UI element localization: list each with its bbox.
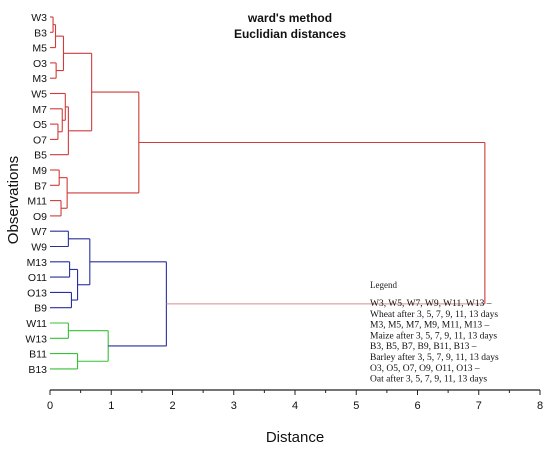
chart-subtitle: Euclidian distances	[234, 27, 346, 41]
legend-line: B3, B5, B7, B9, B11, B13 –	[370, 342, 477, 352]
legend-line: O3, O5, O7, O9, O11, O13 –	[370, 364, 480, 374]
legend-title: Legend	[370, 280, 397, 290]
x-tick-label-3: 3	[231, 400, 237, 412]
leaf-label-o13: O13	[27, 287, 47, 299]
leaf-label-o9: O9	[33, 211, 47, 223]
leaf-label-w5: W5	[31, 89, 47, 101]
chart-title: ward's method	[247, 11, 332, 25]
leaf-label-w13: W13	[25, 333, 47, 345]
x-tick-label-2: 2	[169, 400, 175, 412]
legend-line: W3, W5, W7, W9, W11, W13 –	[370, 299, 492, 309]
leaf-label-b9: B9	[34, 303, 47, 315]
leaf-label-o5: O5	[33, 119, 47, 131]
leaf-label-w9: W9	[31, 242, 47, 254]
leaf-label-m7: M7	[32, 104, 47, 116]
leaf-label-b5: B5	[34, 150, 47, 162]
x-tick-label-5: 5	[353, 400, 359, 412]
legend: Legend W3, W5, W7, W9, W11, W13 –Wheat a…	[370, 280, 499, 385]
dendrogram-branches	[50, 16, 486, 370]
x-tick-label-4: 4	[292, 400, 298, 412]
leaf-label-b11: B11	[29, 349, 47, 361]
y-axis-label: Observations	[5, 156, 22, 244]
x-tick-label-7: 7	[476, 400, 482, 412]
legend-line: Wheat after 3, 5, 7, 9, 11, 13 days	[370, 309, 498, 320]
x-tick-label-1: 1	[108, 400, 114, 412]
leaf-label-m5: M5	[32, 43, 47, 55]
leaf-label-m13: M13	[27, 257, 48, 269]
leaf-label-m9: M9	[32, 165, 47, 177]
leaf-label-w11: W11	[26, 318, 47, 330]
x-axis-ticks: 0 1 2 3 4 5 6 7 8	[47, 390, 543, 412]
leaf-label-m11: M11	[27, 196, 47, 208]
legend-line: M3, M5, M7, M9, M11, M13 –	[370, 321, 489, 331]
leaf-label-b3: B3	[34, 27, 47, 39]
x-tick-label-0: 0	[47, 400, 53, 412]
leaf-label-b13: B13	[28, 364, 47, 376]
leaf-label-o7: O7	[33, 134, 47, 146]
legend-line: Oat after 3, 5, 7, 9, 11, 13 days	[370, 374, 487, 385]
leaf-label-o11: O11	[28, 272, 47, 284]
leaf-label-m3: M3	[32, 73, 47, 85]
x-axis-label: Distance	[266, 429, 324, 446]
leaf-label-w3: W3	[31, 12, 47, 24]
leaf-label-o3: O3	[33, 58, 47, 70]
legend-line: Maize after 3, 5, 7, 9, 11, 13 days	[370, 330, 497, 341]
x-tick-label-6: 6	[414, 400, 420, 412]
leaf-label-b7: B7	[34, 180, 47, 192]
leaf-label-w7: W7	[31, 226, 47, 238]
leaf-labels: W3 B3 M5 O3 M3 W5 M7 O5 O7 B5 M9 B7 M11 O9 W7 W9 M13 O11 O…	[25, 12, 47, 376]
legend-line: Barley after 3, 5, 7, 9, 11, 13 days	[370, 352, 499, 363]
x-tick-label-8: 8	[537, 400, 543, 412]
